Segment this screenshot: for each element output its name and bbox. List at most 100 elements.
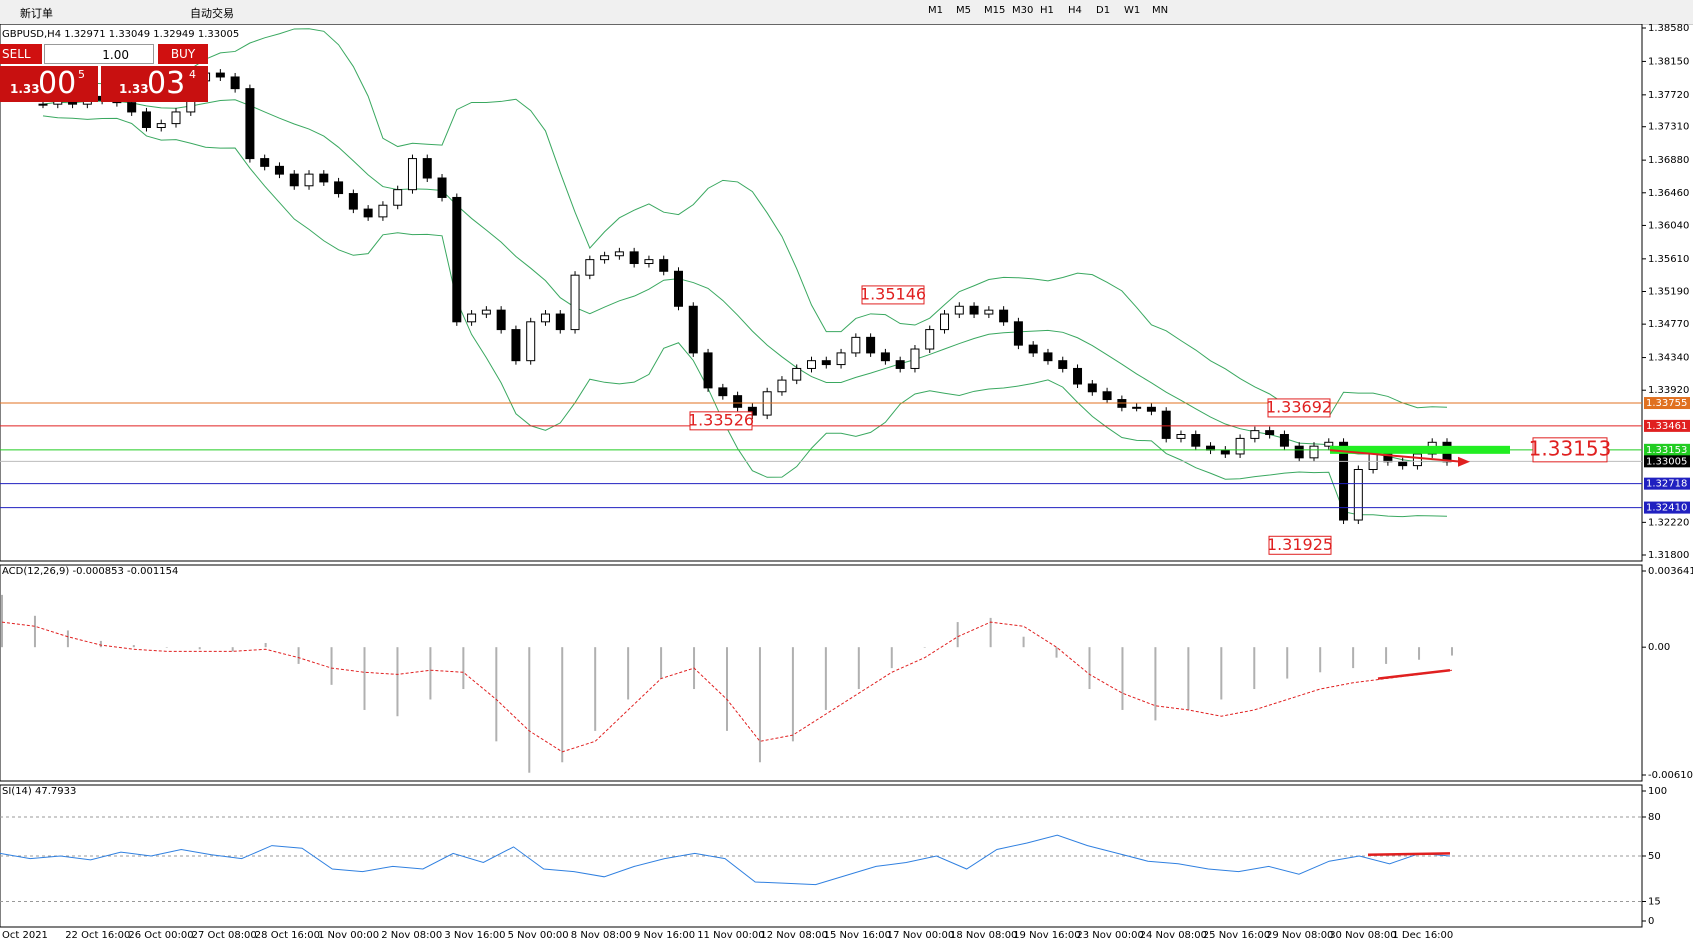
price-big: 1.33 (10, 82, 40, 96)
timeframe-button[interactable]: W1 (1124, 5, 1141, 16)
macd-bar (726, 647, 728, 731)
macd-bar (1253, 647, 1256, 690)
candle (1220, 449, 1230, 455)
timeframe-button[interactable]: H4 (1068, 5, 1082, 16)
y-tick-label: -0.006109 (1648, 770, 1693, 781)
y-tick-label: 0 (1648, 916, 1654, 927)
candle (673, 270, 683, 307)
x-tick-label: Oct 2021 (2, 930, 48, 941)
y-tick-label: 1.32220 (1648, 517, 1689, 528)
candle (1146, 406, 1156, 412)
macd-bar (1088, 647, 1091, 690)
candle (1132, 406, 1142, 409)
timeframe-button[interactable]: M1 (928, 5, 943, 16)
macd-bar (1385, 647, 1388, 664)
timeframe-button[interactable]: M15 (984, 5, 1006, 16)
timeframe-button[interactable]: M5 (956, 5, 971, 16)
candle (555, 313, 565, 331)
macd-bar (1451, 647, 1453, 656)
drawn-trendline (1367, 852, 1451, 856)
candle (1102, 391, 1112, 401)
timeframe-button[interactable]: D1 (1096, 5, 1111, 16)
price-level-tag (1644, 419, 1690, 432)
timeframe-button[interactable]: MN (1152, 5, 1169, 16)
candle (1324, 441, 1334, 447)
candle (910, 348, 920, 369)
candle (38, 103, 48, 106)
y-tick-label: 50 (1648, 851, 1661, 862)
candle (1073, 367, 1083, 385)
candle (393, 189, 403, 206)
candle (363, 208, 373, 218)
candle (156, 123, 166, 128)
candle (467, 313, 477, 323)
macd-bar (989, 617, 992, 648)
macd-bar (264, 642, 267, 648)
sell-button[interactable]: SELL (0, 44, 42, 64)
annotation-box (861, 285, 925, 305)
macd-bar (198, 647, 201, 650)
macd-bar (495, 647, 498, 742)
price-level-label: 1.33153 (1646, 445, 1687, 456)
y-tick-label: 15 (1648, 897, 1661, 908)
macd-bar (363, 647, 366, 710)
candle (777, 379, 787, 393)
macd-bar (923, 647, 926, 648)
x-tick-label: 22 Oct 16:00 (65, 930, 130, 941)
macd-bar (660, 647, 663, 679)
candle (274, 165, 284, 175)
candle (171, 111, 181, 125)
y-tick-label: 1.34340 (1648, 353, 1689, 364)
macd-bar (99, 640, 102, 648)
macd-bar (396, 647, 399, 717)
macd-bar (1418, 647, 1421, 660)
macd-bar (231, 647, 234, 652)
candle (969, 305, 979, 315)
macd-bar (1022, 636, 1025, 648)
candle (407, 158, 417, 191)
drawn-zone (1330, 445, 1510, 454)
candle (215, 72, 225, 78)
new-order-button[interactable]: 新订单 (20, 7, 53, 20)
buy-price: 1.33 03 4 (101, 66, 208, 102)
macd-bar (627, 647, 630, 700)
x-tick-label: 23 Nov 00:00 (1076, 930, 1143, 941)
price-pips: 03 (147, 66, 186, 101)
candle (496, 309, 506, 331)
y-tick-label: 0.00 (1648, 642, 1670, 653)
candle (659, 259, 669, 272)
trade-panel: SELL 1.00 BUY 1.33 00 5 1.33 03 4 (0, 44, 208, 102)
macd-bar (1286, 647, 1289, 679)
x-tick-label: 5 Nov 00:00 (508, 930, 569, 941)
drawn-trendline (1329, 449, 1463, 463)
y-tick-label: 1.33920 (1648, 385, 1689, 396)
y-tick-label: 1.36460 (1648, 188, 1689, 199)
price-level-tag (1644, 455, 1690, 468)
timeframe-button[interactable]: H1 (1040, 5, 1054, 16)
x-tick-label: 12 Nov 08:00 (760, 930, 827, 941)
y-tick-label: 0.003641 (1648, 566, 1693, 577)
y-tick-label: 1.37310 (1648, 122, 1689, 133)
x-tick-label: 3 Nov 16:00 (444, 930, 505, 941)
candle (319, 173, 329, 183)
candle (1087, 383, 1097, 393)
price-level-label: 1.32410 (1646, 503, 1687, 514)
macd-bar (561, 647, 564, 763)
candle (334, 181, 344, 195)
candle (141, 111, 151, 128)
macd-bar (330, 647, 333, 685)
auto-trade-button[interactable]: 自动交易 (190, 7, 234, 20)
x-tick-label: 25 Nov 16:00 (1203, 930, 1270, 941)
timeframe-button[interactable]: M30 (1012, 5, 1034, 16)
x-tick-label: 9 Nov 16:00 (634, 930, 695, 941)
y-tick-label: 1.38580 (1648, 24, 1689, 34)
buy-button[interactable]: BUY (158, 44, 208, 64)
y-tick-label: 1.36040 (1648, 220, 1689, 231)
lot-input[interactable]: 1.00 (44, 44, 154, 64)
candle (230, 76, 240, 90)
candle (600, 255, 610, 261)
macd-bar (297, 647, 300, 664)
candle (954, 305, 964, 315)
macd-bar (791, 647, 794, 742)
candle (703, 352, 713, 389)
